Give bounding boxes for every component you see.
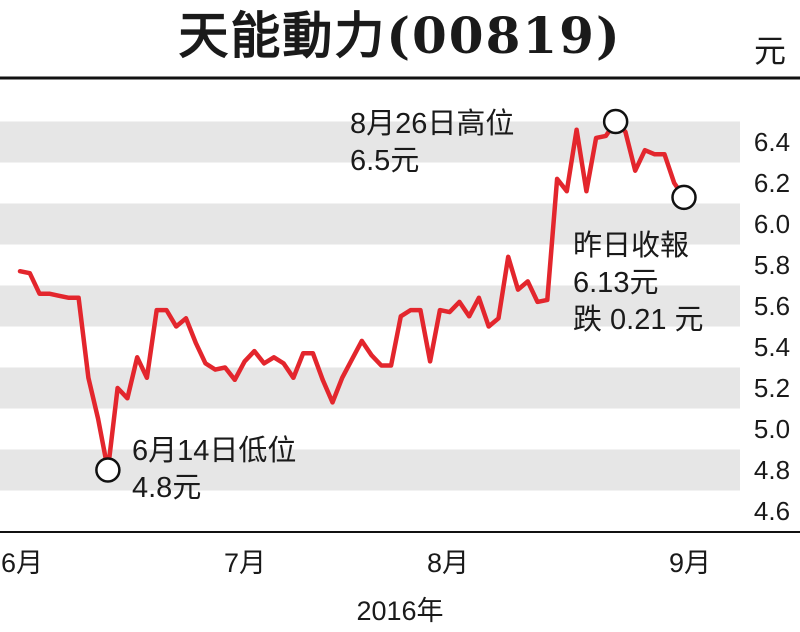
y-tick-label: 6.2 <box>754 168 790 198</box>
annotation-low-line: 4.8元 <box>132 472 201 504</box>
x-axis-label: 2016年 <box>356 596 443 626</box>
y-tick-label: 4.6 <box>754 496 790 526</box>
y-axis-ticks: 6.4 6.2 6.0 5.8 5.6 5.4 5.2 5.0 4.8 4.6 <box>754 127 790 526</box>
annotation-high-line: 6.5元 <box>350 145 419 177</box>
chart-title: 天能動力(00819) <box>178 6 622 65</box>
y-tick-label: 4.8 <box>754 455 790 485</box>
annotation-close-line: 昨日收報 <box>573 229 689 262</box>
markers <box>95 108 697 483</box>
annotation-close-line: 跌 0.21 元 <box>573 303 704 336</box>
x-tick-label: 7月 <box>224 548 266 578</box>
unit-label: 元 <box>753 33 786 69</box>
x-axis-ticks: 6月 7月 8月 9月 <box>1 548 711 578</box>
grid-band <box>0 285 740 327</box>
grid-band <box>0 449 740 491</box>
annotation-low-line: 6月14日低位 <box>132 434 296 467</box>
x-tick-label: 9月 <box>669 548 711 578</box>
x-tick-label: 8月 <box>427 548 469 578</box>
background-bands <box>0 121 740 491</box>
low-marker <box>95 457 121 483</box>
y-tick-label: 5.2 <box>754 373 790 403</box>
grid-band <box>0 367 740 409</box>
high-marker <box>602 108 629 135</box>
y-tick-label: 5.0 <box>754 414 790 444</box>
y-tick-label: 5.8 <box>754 250 790 280</box>
y-tick-label: 5.4 <box>754 332 790 362</box>
annotation-high-line: 8月26日高位 <box>350 107 514 140</box>
annotation-close-line: 6.13元 <box>573 267 658 299</box>
x-tick-label: 6月 <box>1 548 43 578</box>
price-line <box>17 119 687 473</box>
y-tick-label: 6.0 <box>754 209 790 239</box>
close-marker <box>671 184 697 211</box>
y-tick-label: 5.6 <box>754 291 790 321</box>
y-tick-label: 6.4 <box>754 127 790 157</box>
grid-band <box>0 203 740 245</box>
